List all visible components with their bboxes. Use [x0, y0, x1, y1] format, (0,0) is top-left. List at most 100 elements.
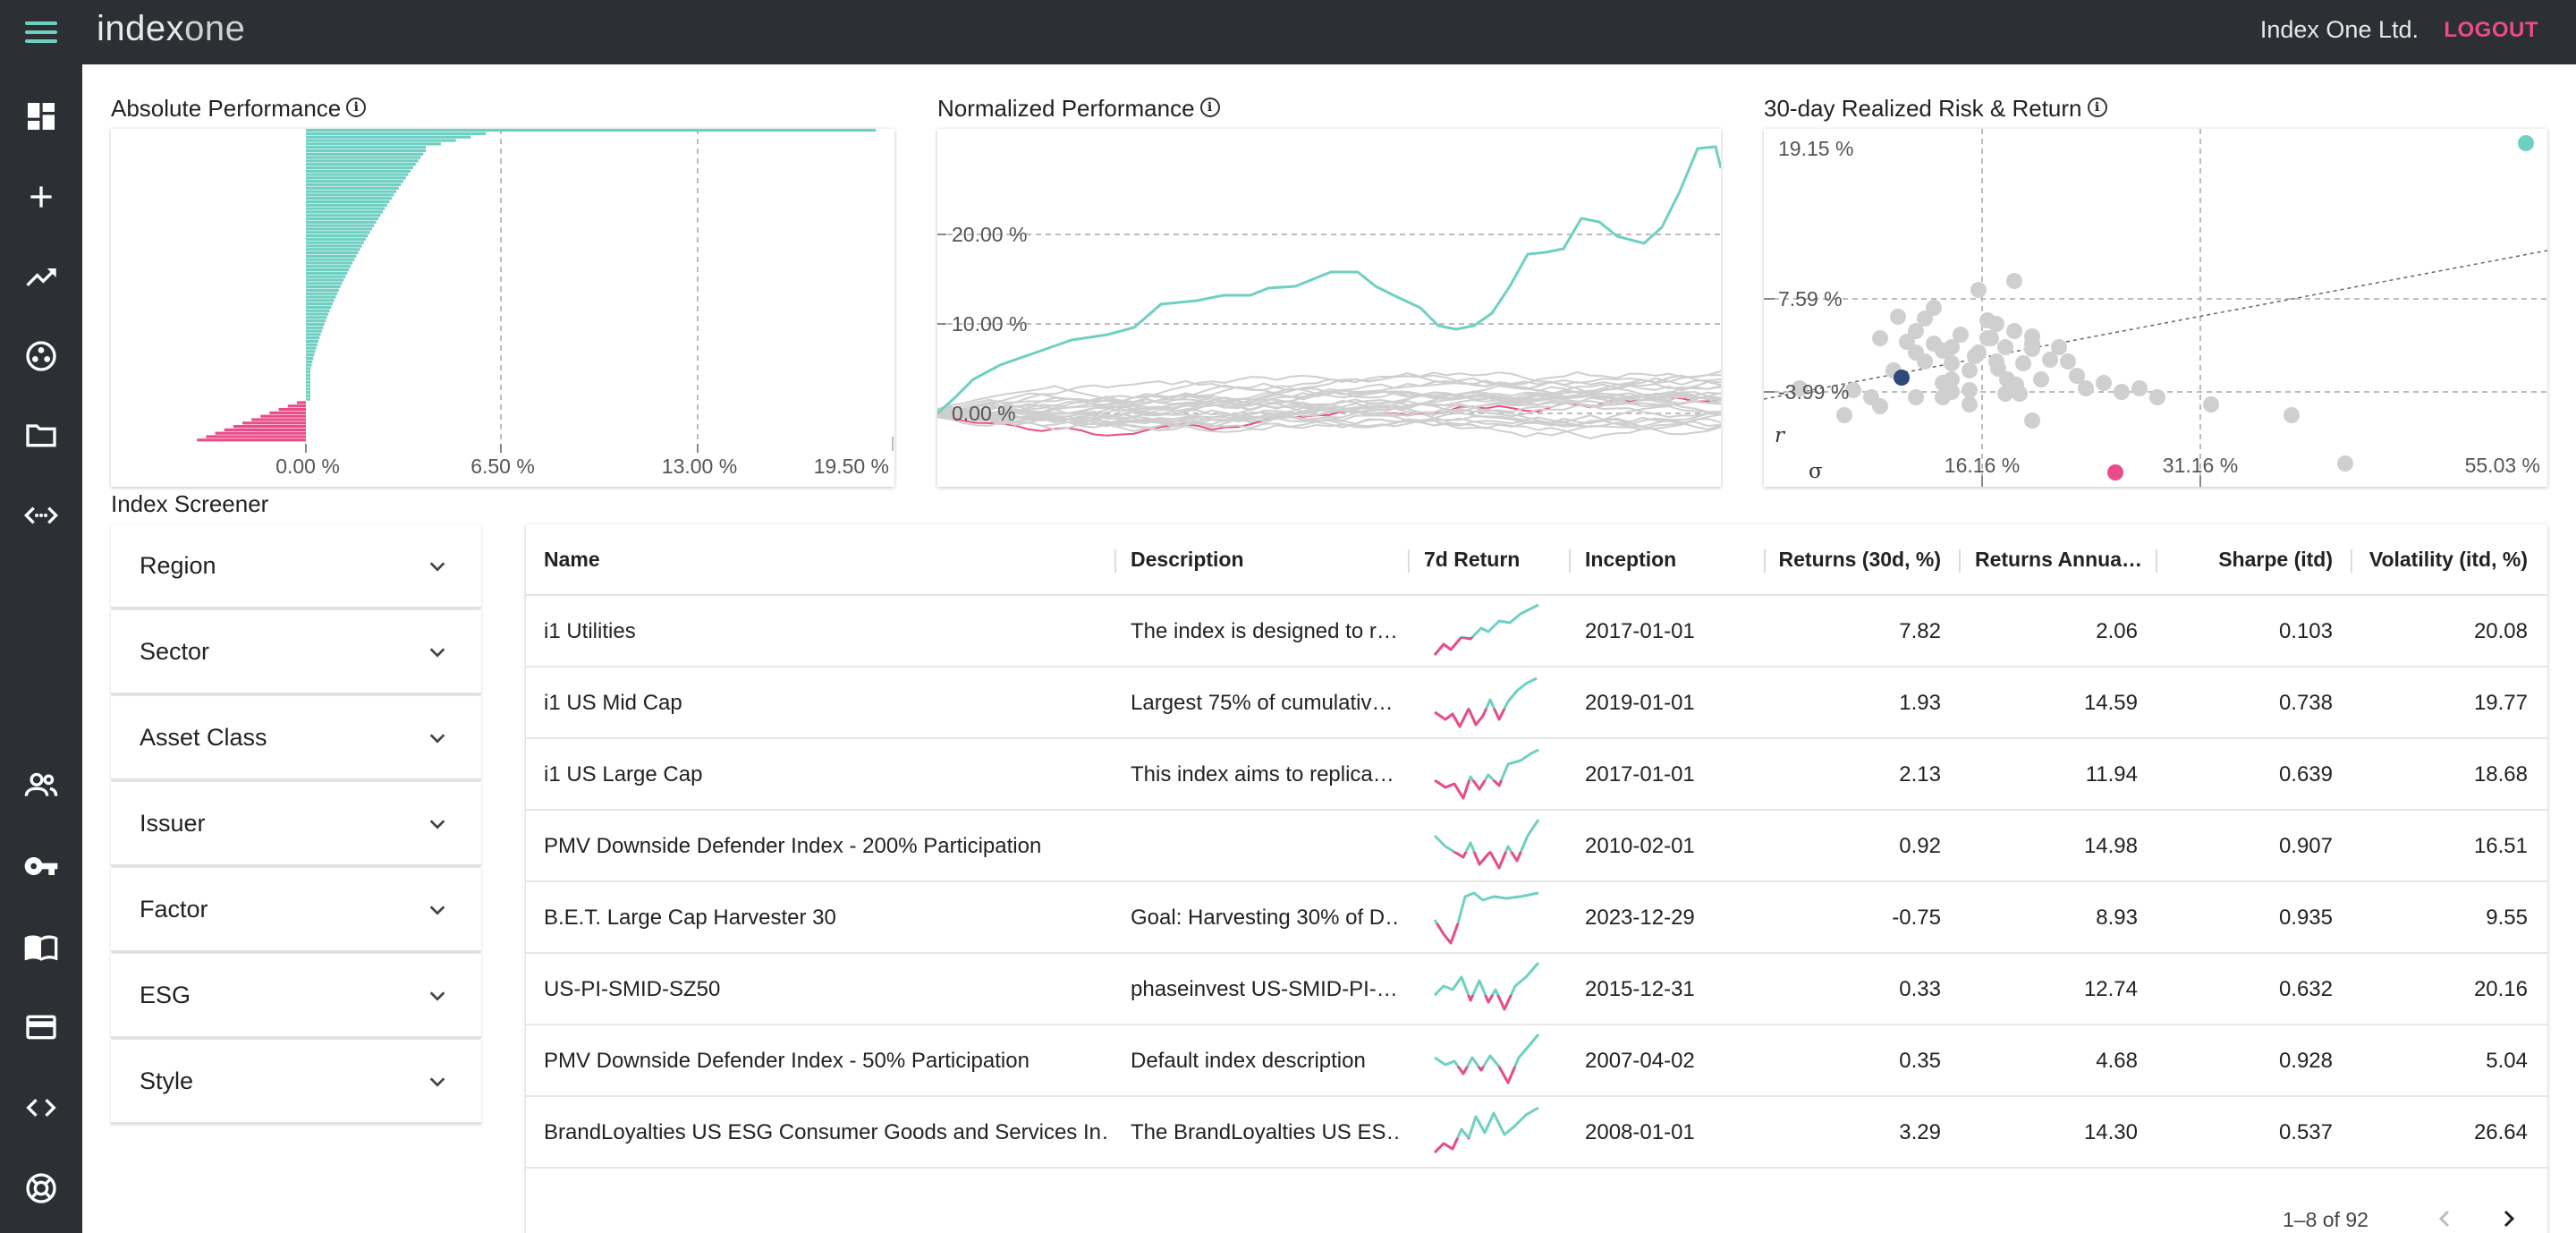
column-separator[interactable]: [1764, 549, 1766, 573]
filter-sector[interactable]: Sector: [111, 610, 481, 694]
performance-bar[interactable]: [306, 278, 344, 282]
performance-bar[interactable]: [306, 397, 311, 401]
performance-bar[interactable]: [306, 135, 471, 139]
performance-bar[interactable]: [306, 227, 372, 231]
filter-esg[interactable]: ESG: [111, 954, 481, 1038]
column-header-volatility[interactable]: Volatility (itd, %): [2368, 548, 2528, 571]
add-icon[interactable]: [23, 179, 59, 215]
performance-bar[interactable]: [306, 333, 321, 336]
performance-bar[interactable]: [306, 224, 375, 227]
performance-bar[interactable]: [306, 322, 325, 327]
performance-bar[interactable]: [306, 159, 419, 163]
code-arrows-icon[interactable]: [23, 497, 59, 533]
scatter-point[interactable]: [2078, 380, 2094, 396]
scatter-point[interactable]: [1872, 330, 1888, 346]
scatter-point[interactable]: [1962, 382, 1978, 398]
performance-bar[interactable]: [306, 248, 360, 251]
performance-bar[interactable]: [215, 431, 306, 435]
performance-bar[interactable]: [306, 220, 377, 224]
performance-bar[interactable]: [306, 299, 335, 302]
scatter-point[interactable]: [2060, 353, 2076, 370]
scatter-point[interactable]: [2006, 323, 2022, 339]
performance-bar[interactable]: [306, 353, 315, 357]
column-separator[interactable]: [1114, 549, 1116, 573]
info-icon[interactable]: i: [346, 98, 367, 117]
column-header-sharpe[interactable]: Sharpe (itd): [2218, 548, 2333, 571]
performance-bar[interactable]: [306, 339, 318, 344]
performance-bar[interactable]: [287, 404, 306, 408]
performance-bar[interactable]: [306, 214, 381, 217]
table-row[interactable]: i1 Utilities The index is designed to r… 2…: [526, 596, 2547, 668]
performance-bar[interactable]: [306, 203, 387, 207]
performance-bar[interactable]: [306, 234, 369, 238]
bubbles-icon[interactable]: [23, 338, 59, 374]
performance-bar[interactable]: [306, 241, 364, 244]
performance-bar[interactable]: [306, 363, 312, 367]
performance-bar[interactable]: [306, 237, 367, 241]
code-icon[interactable]: [23, 1090, 59, 1126]
performance-bar[interactable]: [306, 166, 413, 170]
performance-bar[interactable]: [306, 295, 336, 299]
performance-bar[interactable]: [306, 356, 314, 361]
performance-bar[interactable]: [269, 411, 306, 414]
scatter-point[interactable]: [1990, 361, 2006, 377]
performance-bar[interactable]: [278, 407, 306, 412]
book-icon[interactable]: [23, 929, 59, 965]
scatter-point[interactable]: [2042, 352, 2058, 368]
performance-bar[interactable]: [306, 163, 416, 166]
scatter-point[interactable]: [1792, 380, 1808, 396]
scatter-point[interactable]: [1899, 334, 1915, 350]
performance-bar[interactable]: [306, 336, 320, 340]
column-header-7d-return[interactable]: 7d Return: [1424, 548, 1521, 571]
performance-bar[interactable]: [306, 268, 350, 272]
scatter-point[interactable]: [1970, 282, 1987, 298]
index-line[interactable]: [936, 387, 1722, 415]
table-row[interactable]: BrandLoyalties US ESG Consumer Goods and…: [526, 1097, 2547, 1169]
people-icon[interactable]: [23, 768, 59, 804]
scatter-point[interactable]: [2015, 355, 2031, 371]
table-row[interactable]: US-PI-SMID-SZ50 phaseinvest US-SMID-PI-… 2…: [526, 954, 2547, 1025]
dashboard-icon[interactable]: [23, 98, 59, 134]
performance-bar[interactable]: [306, 142, 441, 146]
performance-bar[interactable]: [306, 190, 397, 193]
column-separator[interactable]: [2156, 549, 2157, 573]
performance-bar[interactable]: [306, 251, 359, 255]
column-header-returns-30d[interactable]: Returns (30d, %): [1778, 548, 1941, 571]
index-line[interactable]: [936, 392, 1722, 412]
scatter-point[interactable]: [2203, 396, 2219, 412]
scatter-point[interactable]: [2114, 384, 2130, 400]
performance-bar[interactable]: [306, 292, 338, 295]
index-line[interactable]: [936, 379, 1722, 411]
scatter-point[interactable]: [1962, 362, 1978, 378]
performance-bar[interactable]: [251, 418, 306, 421]
performance-bar[interactable]: [306, 377, 311, 380]
performance-bar[interactable]: [306, 139, 456, 142]
scatter-point[interactable]: [1908, 344, 1924, 361]
performance-bar[interactable]: [306, 384, 311, 387]
performance-bar[interactable]: [306, 231, 370, 234]
performance-bar[interactable]: [306, 193, 394, 197]
scatter-point[interactable]: [1890, 309, 1906, 325]
index-line[interactable]: [937, 405, 1722, 429]
performance-bar[interactable]: [306, 360, 313, 363]
performance-bar[interactable]: [306, 285, 341, 289]
performance-bar[interactable]: [306, 373, 311, 378]
performance-bar[interactable]: [306, 261, 353, 265]
performance-bar[interactable]: [306, 312, 329, 316]
menu-icon[interactable]: [25, 20, 57, 45]
performance-bar[interactable]: [306, 326, 324, 329]
index-line-highlight[interactable]: [936, 145, 1723, 415]
performance-bar[interactable]: [306, 149, 427, 153]
scatter-point[interactable]: [1908, 389, 1924, 405]
performance-bar[interactable]: [306, 132, 487, 136]
column-separator[interactable]: [1408, 549, 1410, 573]
performance-bar[interactable]: [306, 288, 339, 293]
key-icon[interactable]: [23, 848, 59, 884]
performance-bar[interactable]: [306, 265, 352, 268]
performance-bar[interactable]: [306, 343, 318, 346]
performance-bar[interactable]: [306, 129, 877, 132]
performance-bar[interactable]: [306, 146, 427, 149]
scatter-point-highlight[interactable]: [1894, 370, 1910, 386]
performance-bar[interactable]: [260, 414, 306, 418]
performance-bar[interactable]: [306, 370, 311, 374]
